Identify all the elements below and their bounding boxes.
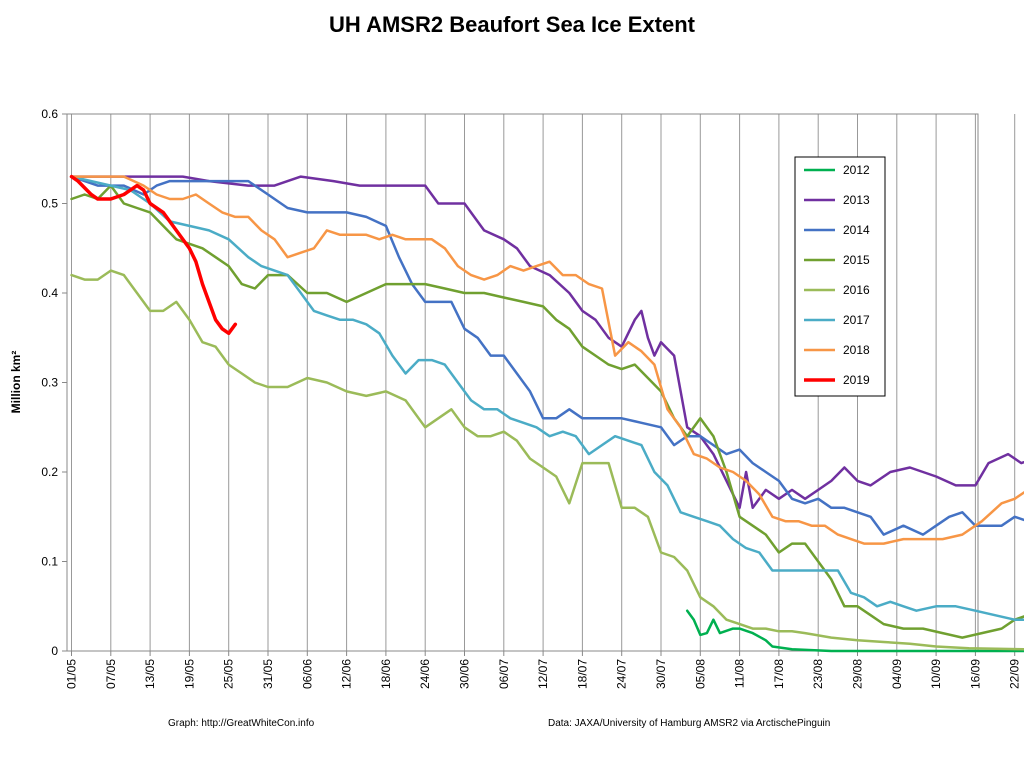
series-line-2015 [70,184,1024,639]
x-tick-label: 19/05 [182,659,196,689]
x-tick-label: 29/08 [851,659,865,689]
x-tick-label: 11/08 [733,659,747,688]
credit-left: Graph: http://GreatWhiteCon.info [168,718,315,729]
x-tick-label: 04/09 [890,659,904,689]
x-tick-label: 30/07 [654,659,668,689]
x-tick-label: 06/06 [300,659,314,689]
y-tick-label: 0 [51,644,58,658]
x-tick-label: 22/09 [1008,659,1022,689]
y-tick-label: 0.4 [41,286,58,300]
legend-label-2019: 2019 [843,373,870,387]
legend-box [794,156,886,397]
y-tick-label: 0.3 [41,376,58,390]
legend-label-2018: 2018 [843,343,870,357]
chart-title: UH AMSR2 Beaufort Sea Ice Extent [329,12,696,37]
y-tick-label: 0.5 [41,197,58,211]
legend-label-2017: 2017 [843,313,870,327]
legend: 2012 2013 2014 2015 2016 2017 2018 2019 [794,156,886,397]
x-tick-label: 01/05 [65,659,79,689]
x-tick-label: 05/08 [693,659,707,689]
series-group [69,174,1024,653]
y-tick-label: 0.2 [41,465,58,479]
x-tick-label: 10/09 [929,659,943,689]
series-line-2016 [70,269,1024,651]
x-tick-label: 07/05 [104,659,118,689]
x-tick-label: 16/09 [968,659,982,689]
y-tick-label: 0.1 [41,555,58,569]
y-tick-label: 0.6 [41,107,58,121]
x-tick-label: 18/07 [575,659,589,689]
x-tick-label: 12/06 [340,659,354,689]
y-axis-label: Million km² [9,351,23,414]
series-line-2018 [70,175,1024,545]
x-axis: 01/05 07/05 13/05 19/05 25/05 31/05 06/06 12/06… [65,651,1022,689]
x-tick-label: 30/06 [458,659,472,689]
x-tick-label: 31/05 [261,659,275,689]
x-tick-label: 23/08 [811,659,825,689]
series-line-2019 [69,174,238,336]
x-tick-label: 24/07 [615,659,629,689]
credit-right: Data: JAXA/University of Hamburg AMSR2 v… [548,718,830,729]
legend-label-2016: 2016 [843,283,870,297]
legend-label-2015: 2015 [843,253,870,267]
x-tick-label: 06/07 [497,659,511,689]
series-line-2012 [685,609,1024,653]
legend-label-2013: 2013 [843,193,870,207]
grid-lines [71,114,1016,651]
legend-label-2014: 2014 [843,223,870,237]
x-tick-label: 24/06 [418,659,432,689]
legend-label-2012: 2012 [843,163,870,177]
y-axis: 0 0.1 0.2 0.3 0.4 0.5 0.6 [41,107,67,658]
x-tick-label: 12/07 [536,659,550,689]
x-tick-label: 25/05 [222,659,236,689]
series-line-2017 [70,175,1024,621]
series-line-2014 [70,175,1024,536]
series-line-2013 [70,175,1024,510]
x-tick-label: 17/08 [772,659,786,689]
x-tick-label: 18/06 [379,659,393,689]
x-tick-label: 13/05 [143,659,157,689]
